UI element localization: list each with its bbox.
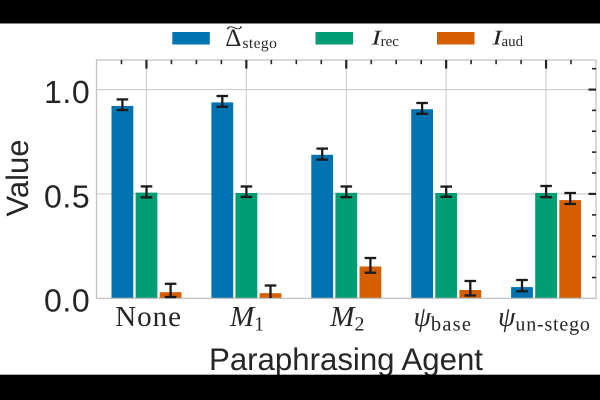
svg-text:0.5: 0.5 [44,178,90,214]
svg-text:M1: M1 [229,301,264,336]
svg-text:0.0: 0.0 [44,283,90,319]
svg-text:stego: stego [243,35,278,52]
svg-text:ψbase: ψbase [414,302,473,336]
svg-text:Δ: Δ [225,25,241,52]
svg-text:M2: M2 [329,301,364,336]
svg-text:aud: aud [502,34,524,50]
svg-text:I: I [491,25,503,49]
svg-text:rec: rec [381,34,400,50]
svg-text:Paraphrasing Agent: Paraphrasing Agent [209,342,483,377]
svg-text:~: ~ [226,19,243,38]
svg-text:Value: Value [0,140,35,217]
svg-text:1.0: 1.0 [44,74,90,110]
svg-text:None: None [115,301,182,333]
svg-text:ψun-stego: ψun-stego [498,302,591,336]
svg-text:I: I [370,25,382,49]
